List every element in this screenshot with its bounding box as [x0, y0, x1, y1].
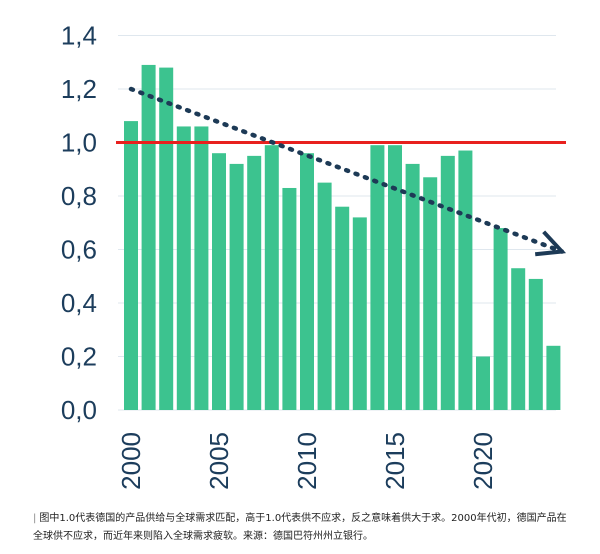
y-axis-ticks: 0,0 0,2 0,4 0,6 0,8 1,0 1,2 1,4 [61, 21, 97, 426]
x-tick-label: 2010 [292, 432, 322, 490]
y-tick-label: 1,0 [61, 128, 97, 158]
x-tick-label: 2005 [204, 432, 234, 490]
bar-2013 [352, 217, 367, 410]
x-tick-label: 2000 [116, 432, 146, 490]
caption-text: 图中1.0代表德国的产品供给与全球需求匹配，高于1.0代表供不应求，反之意味着供… [33, 513, 567, 542]
trend-arrowhead [534, 230, 567, 257]
bar-chart: 0,0 0,2 0,4 0,6 0,8 1,0 1,2 1,4 2000 2005 2010 201… [61, 21, 567, 490]
bars [124, 64, 561, 411]
y-tick-label: 0,8 [61, 181, 97, 211]
bar-2010 [300, 153, 314, 410]
figure-caption: | 图中1.0代表德国的产品供给与全球需求匹配，高于1.0代表供不应求，反之意味着… [33, 513, 567, 542]
bar-2007 [247, 155, 262, 410]
y-tick-label: 0,4 [61, 288, 97, 318]
x-tick-label: 2015 [380, 432, 410, 490]
bar-2000 [124, 121, 138, 410]
bar-2017 [423, 177, 438, 410]
bar-2004 [194, 126, 209, 410]
bar-2015 [388, 145, 402, 411]
bar-2024 [546, 345, 561, 410]
bar-2014 [370, 145, 385, 411]
x-axis-ticks: 2000 2005 2010 2015 2020 [116, 432, 498, 490]
y-tick-label: 0,6 [61, 235, 97, 265]
bar-2009 [282, 187, 297, 410]
bar-2022 [511, 268, 526, 410]
bar-2012 [335, 206, 350, 410]
trend-line [128, 86, 567, 257]
bar-2016 [405, 163, 420, 410]
bar-2019 [458, 150, 473, 410]
y-tick-label: 1,2 [61, 74, 97, 104]
bar-2011 [317, 182, 332, 410]
bar-2003 [176, 126, 191, 410]
x-tick-label: 2020 [468, 432, 498, 490]
bar-2006 [229, 163, 244, 410]
y-tick-label: 0,2 [61, 342, 97, 372]
bar-2005 [212, 153, 226, 410]
bar-2008 [264, 145, 279, 411]
y-tick-label: 0,0 [61, 395, 97, 425]
y-tick-label: 1,4 [61, 21, 97, 51]
bar-2021 [493, 228, 508, 410]
bar-2018 [440, 155, 455, 410]
trend-line-dotted [128, 86, 565, 254]
bar-2020 [476, 356, 490, 410]
bar-2002 [159, 67, 174, 410]
bar-2023 [528, 278, 543, 410]
bar-2001 [141, 64, 156, 411]
